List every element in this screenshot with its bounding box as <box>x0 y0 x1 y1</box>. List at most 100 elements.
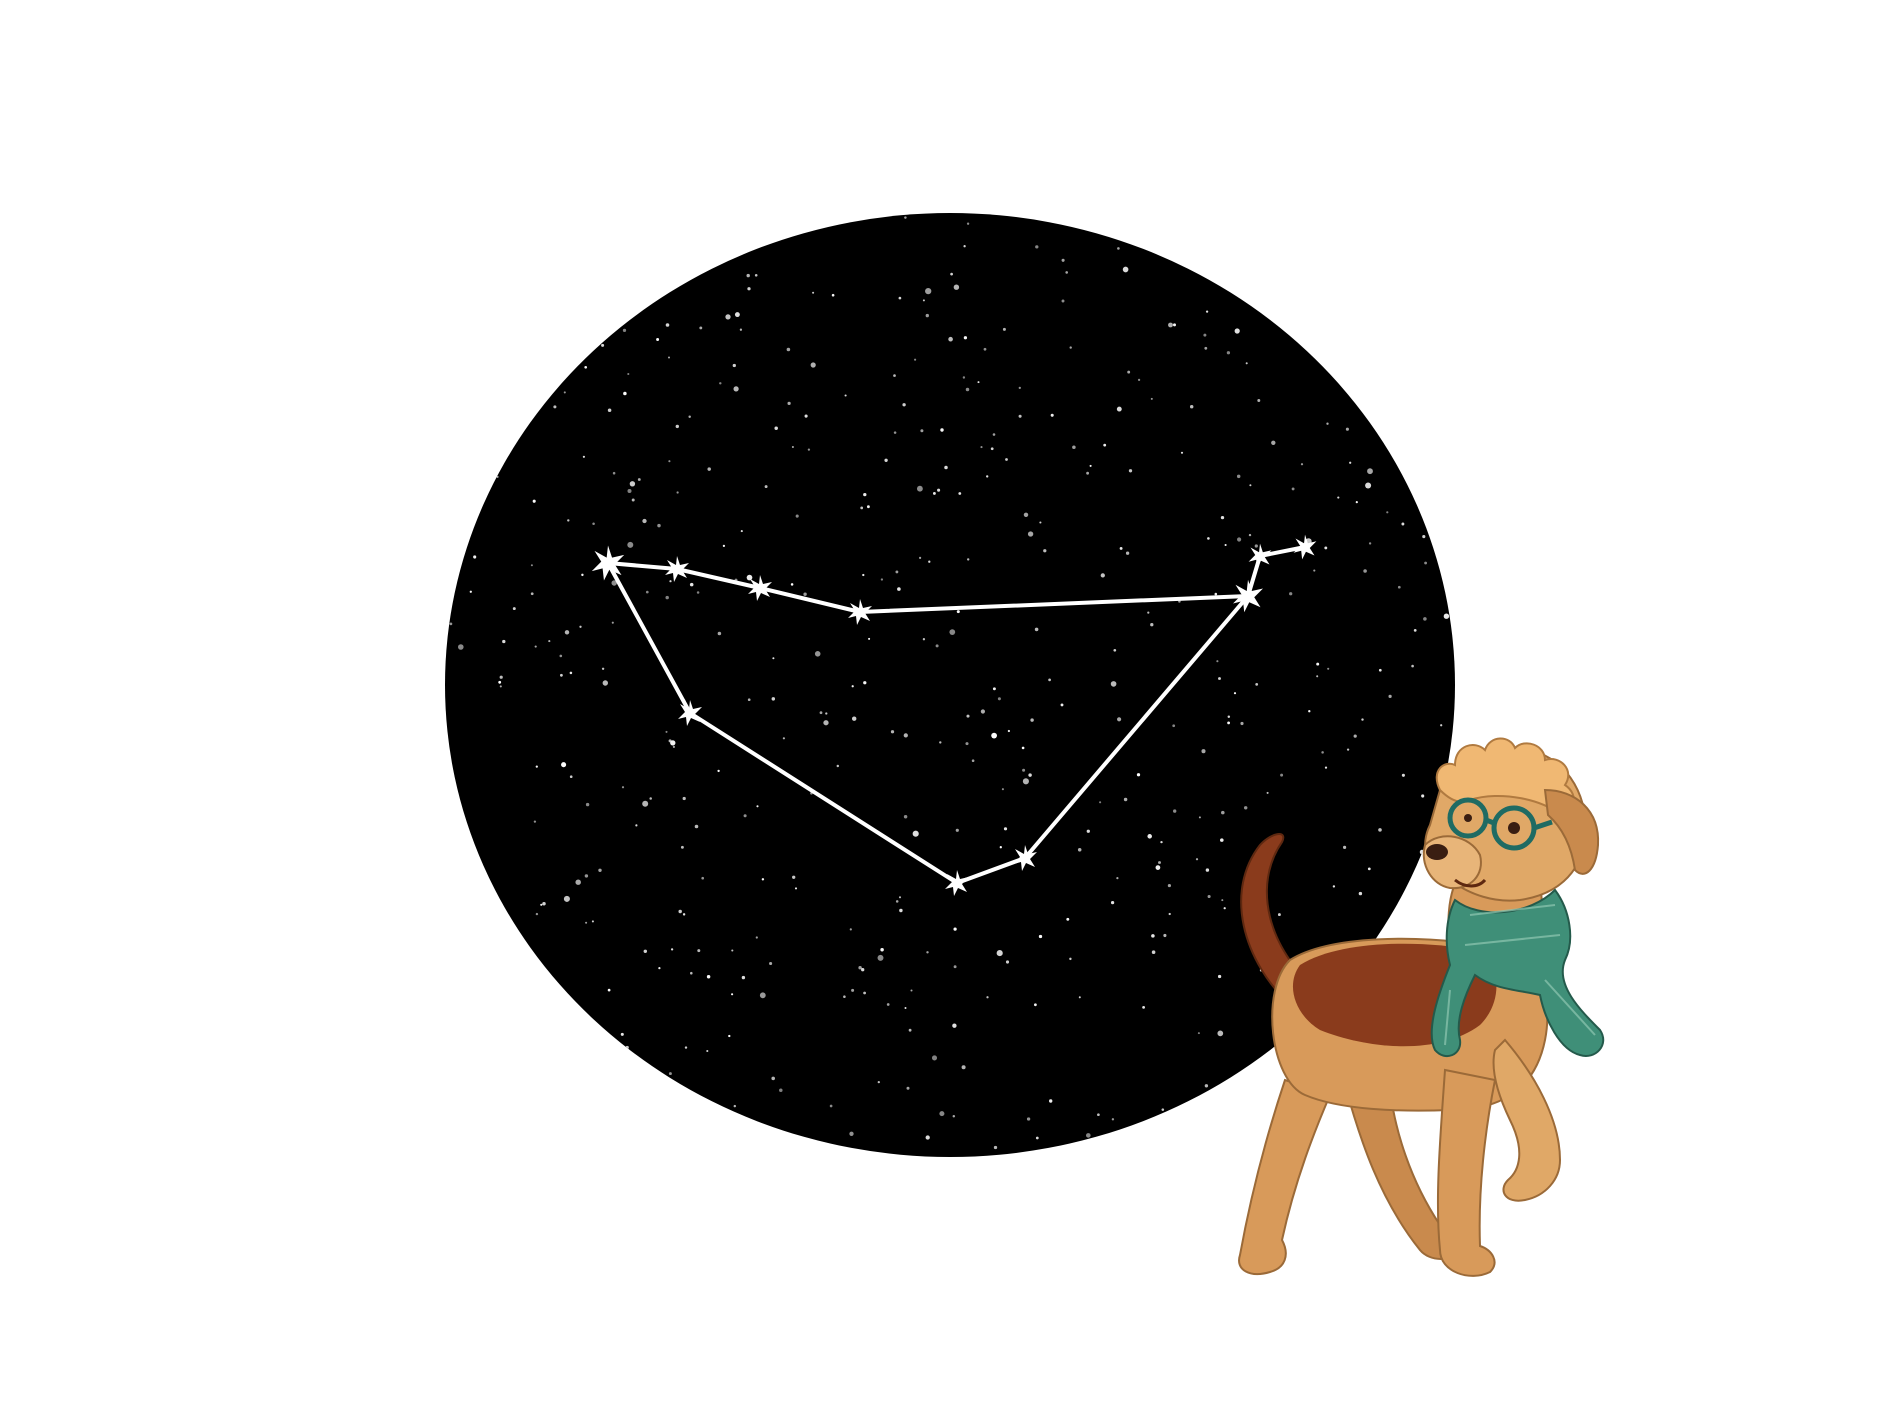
background-star <box>966 714 970 718</box>
background-star <box>499 685 502 688</box>
background-star <box>1110 900 1115 905</box>
background-star <box>1240 721 1244 726</box>
background-star <box>1117 247 1120 250</box>
background-star <box>759 992 766 999</box>
background-star <box>1137 378 1141 382</box>
background-star <box>792 875 796 879</box>
background-star <box>958 492 962 495</box>
background-star <box>931 1055 938 1061</box>
background-star <box>1207 537 1210 540</box>
background-star <box>1243 806 1248 810</box>
background-star <box>1077 848 1082 852</box>
background-star <box>1216 660 1219 663</box>
background-star <box>886 1003 890 1006</box>
background-star <box>1023 512 1029 518</box>
background-star <box>540 903 543 906</box>
background-star <box>897 587 901 591</box>
night-sky-disc <box>445 213 1455 1157</box>
background-star <box>1205 868 1210 872</box>
background-star <box>1147 611 1150 614</box>
background-star <box>731 949 734 952</box>
background-star <box>684 1046 688 1049</box>
background-star <box>1423 617 1427 621</box>
background-star <box>862 573 865 577</box>
background-star <box>804 414 808 418</box>
background-star <box>1367 867 1371 871</box>
background-star <box>1043 549 1047 553</box>
background-star <box>916 485 923 492</box>
background-star <box>961 1065 966 1070</box>
background-star <box>863 681 867 685</box>
background-star <box>629 481 636 487</box>
background-star <box>899 908 903 913</box>
background-star <box>895 570 899 574</box>
background-star <box>1089 464 1092 467</box>
background-star <box>1227 721 1231 725</box>
background-star <box>955 828 959 832</box>
background-star <box>1440 724 1443 727</box>
background-star <box>1401 773 1405 777</box>
background-star <box>952 1023 957 1028</box>
background-star <box>764 485 768 489</box>
background-star <box>926 951 929 954</box>
background-star <box>866 505 870 509</box>
background-star <box>717 769 720 773</box>
background-star <box>657 523 661 528</box>
background-star <box>643 949 648 954</box>
background-star <box>771 697 776 701</box>
background-star <box>1254 544 1258 548</box>
background-star <box>569 775 573 779</box>
background-star <box>920 429 924 433</box>
background-star <box>1005 458 1008 461</box>
background-star <box>898 896 902 899</box>
background-star <box>612 471 616 475</box>
background-star <box>836 764 840 768</box>
background-star <box>553 405 557 409</box>
background-star <box>812 291 815 294</box>
background-star <box>591 920 594 923</box>
background-star <box>849 928 852 931</box>
background-star <box>1236 474 1241 479</box>
background-star <box>1346 748 1350 751</box>
dog-back-leg <box>1238 1078 1332 1275</box>
background-star <box>688 415 691 419</box>
background-star <box>706 974 711 979</box>
background-star <box>1224 543 1227 547</box>
background-star <box>733 386 739 392</box>
background-star <box>532 499 536 503</box>
background-star <box>1327 667 1330 670</box>
background-star <box>1035 245 1039 249</box>
background-star <box>831 293 835 297</box>
background-star <box>1204 1084 1209 1088</box>
background-star <box>678 909 682 914</box>
background-star <box>966 222 970 225</box>
background-star <box>627 372 630 376</box>
background-star <box>1003 827 1008 831</box>
background-star <box>563 895 570 902</box>
background-star <box>829 1104 833 1108</box>
background-star <box>953 965 957 969</box>
background-star <box>743 814 747 818</box>
background-star <box>807 448 811 451</box>
background-star <box>863 492 867 497</box>
background-star <box>1110 681 1117 687</box>
background-star <box>1163 933 1167 938</box>
background-star <box>732 363 736 368</box>
background-star <box>1066 917 1070 921</box>
background-star <box>991 732 997 739</box>
background-star <box>672 745 676 749</box>
background-star <box>779 1088 783 1093</box>
background-star <box>601 667 605 670</box>
background-star <box>791 445 794 449</box>
background-star <box>535 765 538 768</box>
background-star <box>992 433 996 436</box>
background-star <box>1280 773 1284 777</box>
dog-ear <box>1543 788 1600 875</box>
background-star <box>997 697 1001 701</box>
background-star <box>1266 791 1269 794</box>
background-star <box>1195 858 1199 861</box>
background-star <box>1022 778 1029 785</box>
background-star <box>1060 703 1064 707</box>
background-star <box>937 488 941 492</box>
background-star <box>1368 542 1372 545</box>
